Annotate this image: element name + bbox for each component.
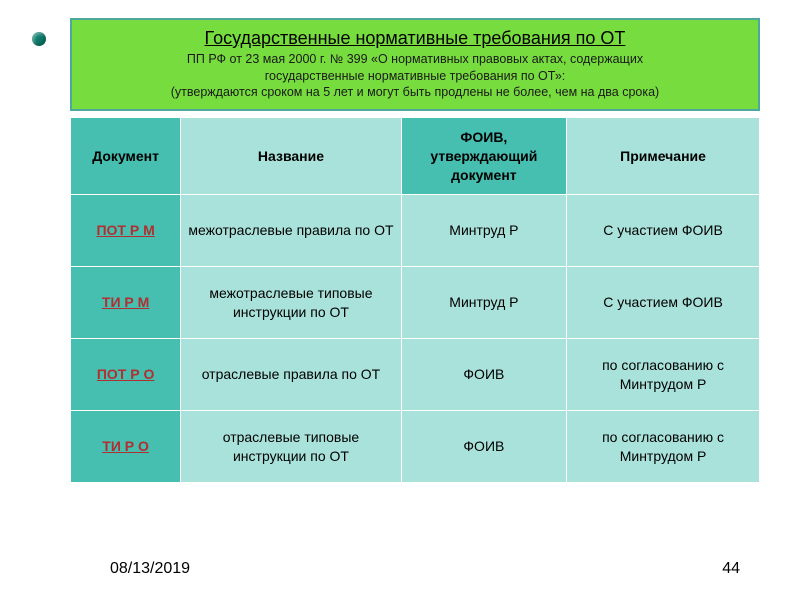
cell-note: С участием ФОИВ [567,267,760,339]
cell-doc: ТИ Р М [71,267,181,339]
th-document: Документ [71,117,181,195]
cell-doc: ТИ Р О [71,411,181,483]
slide-title: Государственные нормативные требования п… [90,28,740,49]
slide-subtitle-line1: ПП РФ от 23 мая 2000 г. № 399 «О нормати… [90,51,740,68]
cell-org: Минтруд Р [401,195,566,267]
requirements-table: Документ Название ФОИВ, утверждающий док… [70,117,760,484]
slide-bullet-icon [32,32,46,46]
cell-name: отраслевые типовые инструкции по ОТ [181,411,401,483]
cell-doc: ПОТ Р О [71,339,181,411]
th-org: ФОИВ, утверждающий документ [401,117,566,195]
table-row: ПОТ Р М межотраслевые правила по ОТ Минт… [71,195,760,267]
th-note: Примечание [567,117,760,195]
slide-subtitle-line2: государственные нормативные требования п… [90,68,740,85]
slide-content: Государственные нормативные требования п… [0,0,800,483]
cell-name: межотраслевые правила по ОТ [181,195,401,267]
table-row: ТИ Р М межотраслевые типовые инструкции … [71,267,760,339]
slide-subtitle-note: (утверждаются сроком на 5 лет и могут бы… [90,85,740,99]
slide-footer: 08/13/2019 44 [110,560,740,578]
cell-name: межотраслевые типовые инструкции по ОТ [181,267,401,339]
title-header-box: Государственные нормативные требования п… [70,18,760,111]
table-row: ТИ Р О отраслевые типовые инструкции по … [71,411,760,483]
cell-note: по согласованию с Минтрудом Р [567,339,760,411]
th-name: Название [181,117,401,195]
cell-org: ФОИВ [401,339,566,411]
cell-note: С участием ФОИВ [567,195,760,267]
footer-page-number: 44 [722,560,740,578]
cell-name: отраслевые правила по ОТ [181,339,401,411]
footer-date: 08/13/2019 [110,560,190,578]
cell-org: Минтруд Р [401,267,566,339]
cell-doc: ПОТ Р М [71,195,181,267]
table-row: ПОТ Р О отраслевые правила по ОТ ФОИВ по… [71,339,760,411]
table-header-row: Документ Название ФОИВ, утверждающий док… [71,117,760,195]
cell-org: ФОИВ [401,411,566,483]
cell-note: по согласованию с Минтрудом Р [567,411,760,483]
